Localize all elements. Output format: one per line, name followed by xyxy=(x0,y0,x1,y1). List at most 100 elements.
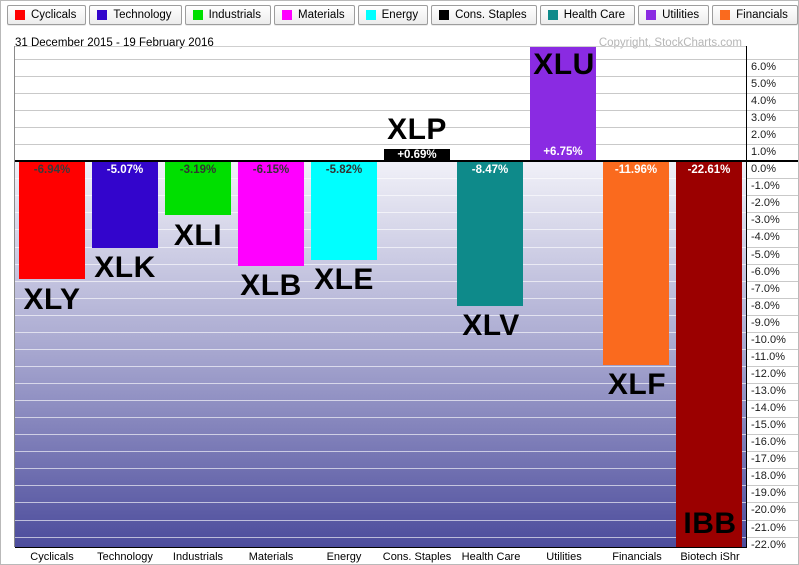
legend-item-cons-staples[interactable]: Cons. Staples xyxy=(431,5,537,25)
ticker-label-xlu: XLU xyxy=(533,48,595,81)
gridline xyxy=(15,247,746,248)
gridline xyxy=(15,315,746,316)
legend-item-label: Utilities xyxy=(662,9,700,21)
y-axis-tick-label: -2.0% xyxy=(751,197,780,209)
y-axis-tick-label: 5.0% xyxy=(751,78,777,90)
y-axis-tick-label: -14.0% xyxy=(751,402,786,414)
x-axis-label-cons-staples: Cons. Staples xyxy=(382,551,452,563)
legend-item-industrials[interactable]: Industrials xyxy=(184,5,271,25)
ticker-label-xle: XLE xyxy=(314,263,374,296)
bar-xlp: +0.69% xyxy=(384,149,450,161)
gridline xyxy=(15,349,746,350)
gridline-gutter xyxy=(747,247,798,248)
y-axis-tick-label: -9.0% xyxy=(751,317,780,329)
y-axis-tick-label: -5.0% xyxy=(751,249,780,261)
legend-swatch-icon xyxy=(646,10,657,20)
gridline xyxy=(15,468,746,469)
legend-item-label: Health Care xyxy=(563,9,626,21)
y-axis-tick-label: -4.0% xyxy=(751,231,780,243)
y-axis-tick-label: 0.0% xyxy=(751,163,777,175)
gridline-gutter xyxy=(747,298,798,299)
bar-xle: -5.82% xyxy=(311,161,377,260)
plot-border-top xyxy=(15,46,746,47)
bar-xli: -3.19% xyxy=(165,161,231,215)
legend-swatch-icon xyxy=(547,10,558,20)
y-axis-tick-label: -19.0% xyxy=(751,487,786,499)
legend-swatch-icon xyxy=(15,10,25,20)
legend-swatch-icon xyxy=(720,10,731,20)
bar-value-label-xle: -5.82% xyxy=(325,164,363,176)
legend-item-cyclicals[interactable]: Cyclicals xyxy=(7,5,87,25)
legend-item-materials[interactable]: Materials xyxy=(273,5,355,25)
bar-value-label-xlv: -8.47% xyxy=(471,164,509,176)
gridline-gutter xyxy=(747,451,798,452)
bar-value-label-xli: -3.19% xyxy=(179,164,217,176)
gridline-gutter xyxy=(747,349,798,350)
gridline-gutter xyxy=(747,520,798,521)
ticker-label-xlf: XLF xyxy=(607,368,667,401)
bar-value-label-ibb: -22.61% xyxy=(687,164,731,176)
y-axis-tick-label: -3.0% xyxy=(751,214,780,226)
bar-value-label-xlf: -11.96% xyxy=(614,164,658,176)
bar-value-label-xlb: -6.15% xyxy=(252,164,290,176)
gridline-gutter xyxy=(747,502,798,503)
bar-xlf: -11.96% xyxy=(603,161,669,365)
gridline-gutter xyxy=(747,417,798,418)
bar-ibb: -22.61% xyxy=(676,161,742,547)
y-axis-tick-label: -1.0% xyxy=(751,180,780,192)
y-axis-tick-label: 3.0% xyxy=(751,112,777,124)
gridline xyxy=(15,451,746,452)
ticker-label-xly: XLY xyxy=(23,283,81,316)
bar-xlu: +6.75% xyxy=(530,46,596,161)
ticker-label-xlb: XLB xyxy=(240,269,302,302)
legend-item-energy[interactable]: Energy xyxy=(357,5,429,25)
gridline xyxy=(15,93,798,94)
legend-item-label: Energy xyxy=(381,9,419,21)
x-axis-label-biotech-ishr: Biotech iShr xyxy=(680,551,740,563)
y-axis-tick-label: -20.0% xyxy=(751,504,786,516)
legend-item-utilities[interactable]: Utilities xyxy=(638,5,710,25)
ticker-label-xlk: XLK xyxy=(94,251,156,284)
bar-value-label-xlk: -5.07% xyxy=(106,164,144,176)
y-axis-tick-label: 1.0% xyxy=(751,146,777,158)
y-axis-tick-label: -12.0% xyxy=(751,368,786,380)
gridline xyxy=(15,281,746,282)
gridline-gutter xyxy=(747,315,798,316)
gridline-gutter xyxy=(747,434,798,435)
legend-item-label: Industrials xyxy=(208,9,261,21)
x-axis-label-utilities: Utilities xyxy=(546,551,582,563)
legend-swatch-icon xyxy=(192,10,203,20)
legend-swatch-icon xyxy=(439,10,450,20)
x-axis-label-financials: Financials xyxy=(612,551,662,563)
bar-xlb: -6.15% xyxy=(238,161,304,266)
bar-xly: -6.94% xyxy=(19,161,85,279)
legend-item-technology[interactable]: Technology xyxy=(89,5,182,25)
gridline xyxy=(15,229,746,230)
gridline xyxy=(15,383,746,384)
gridline-gutter xyxy=(747,212,798,213)
y-axis-tick-label: -15.0% xyxy=(751,419,786,431)
bar-xlk: -5.07% xyxy=(92,161,158,248)
x-axis-label-materials: Materials xyxy=(248,551,294,563)
x-axis-label-technology: Technology xyxy=(97,551,153,563)
ticker-label-xlv: XLV xyxy=(462,309,520,342)
y-axis-tick-label: -22.0% xyxy=(751,539,786,551)
gridline xyxy=(15,537,746,538)
legend-item-label: Cons. Staples xyxy=(455,9,527,21)
gridline xyxy=(15,485,746,486)
date-range-label: 31 December 2015 - 19 February 2016 xyxy=(15,37,214,49)
gridline-gutter xyxy=(747,468,798,469)
gridline xyxy=(15,212,746,213)
gridline xyxy=(15,434,746,435)
y-axis-tick-label: -10.0% xyxy=(751,334,786,346)
gridline xyxy=(15,502,746,503)
legend-item-health-care[interactable]: Health Care xyxy=(539,5,636,25)
y-axis-tick-label: -8.0% xyxy=(751,300,780,312)
bar-value-label-xlp: +0.69% xyxy=(397,149,437,161)
legend-swatch-icon xyxy=(281,10,292,20)
legend-item-financials[interactable]: Financials xyxy=(712,5,798,25)
y-axis-tick-label: -13.0% xyxy=(751,385,786,397)
legend-item-label: Materials xyxy=(297,9,345,21)
gridline-gutter xyxy=(747,195,798,196)
